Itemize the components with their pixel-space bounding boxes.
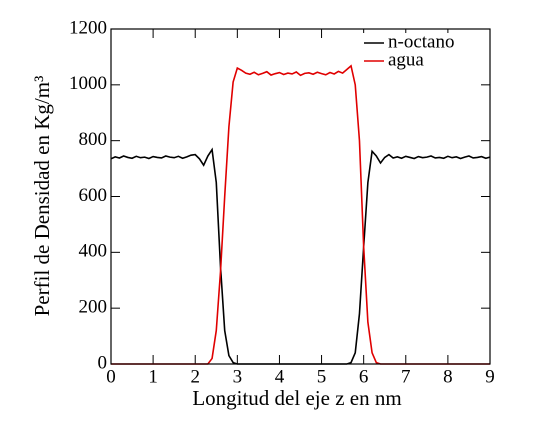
y-tick-label: 200 <box>79 297 108 318</box>
plot-frame <box>110 28 491 365</box>
x-tick-label: 7 <box>401 366 411 387</box>
x-tick-label: 0 <box>106 366 116 387</box>
x-tick-label: 3 <box>233 366 243 387</box>
y-tick-label: 800 <box>79 129 108 150</box>
y-tick-label: 0 <box>98 352 108 373</box>
x-axis-label: Longitud del eje z en nm <box>192 386 401 410</box>
y-tick-label: 1000 <box>69 73 107 94</box>
y-tick-label: 1200 <box>69 17 107 38</box>
x-tick-label: 5 <box>317 366 327 387</box>
y-axis-label: Perfil de Densidad en Kg/m³ <box>30 76 54 317</box>
y-tick-label: 400 <box>79 241 108 262</box>
legend-label: n-octano <box>388 31 454 52</box>
x-tick-label: 1 <box>148 366 158 387</box>
x-tick-label: 2 <box>190 366 200 387</box>
x-tick-label: 8 <box>443 366 453 387</box>
x-tick-label: 9 <box>485 366 495 387</box>
legend-label: agua <box>388 49 424 70</box>
legend-box <box>360 33 486 77</box>
y-tick-label: 600 <box>79 185 108 206</box>
x-tick-label: 6 <box>359 366 369 387</box>
data-line <box>111 64 490 365</box>
x-tick-label: 4 <box>275 366 285 387</box>
data-line <box>110 147 491 365</box>
